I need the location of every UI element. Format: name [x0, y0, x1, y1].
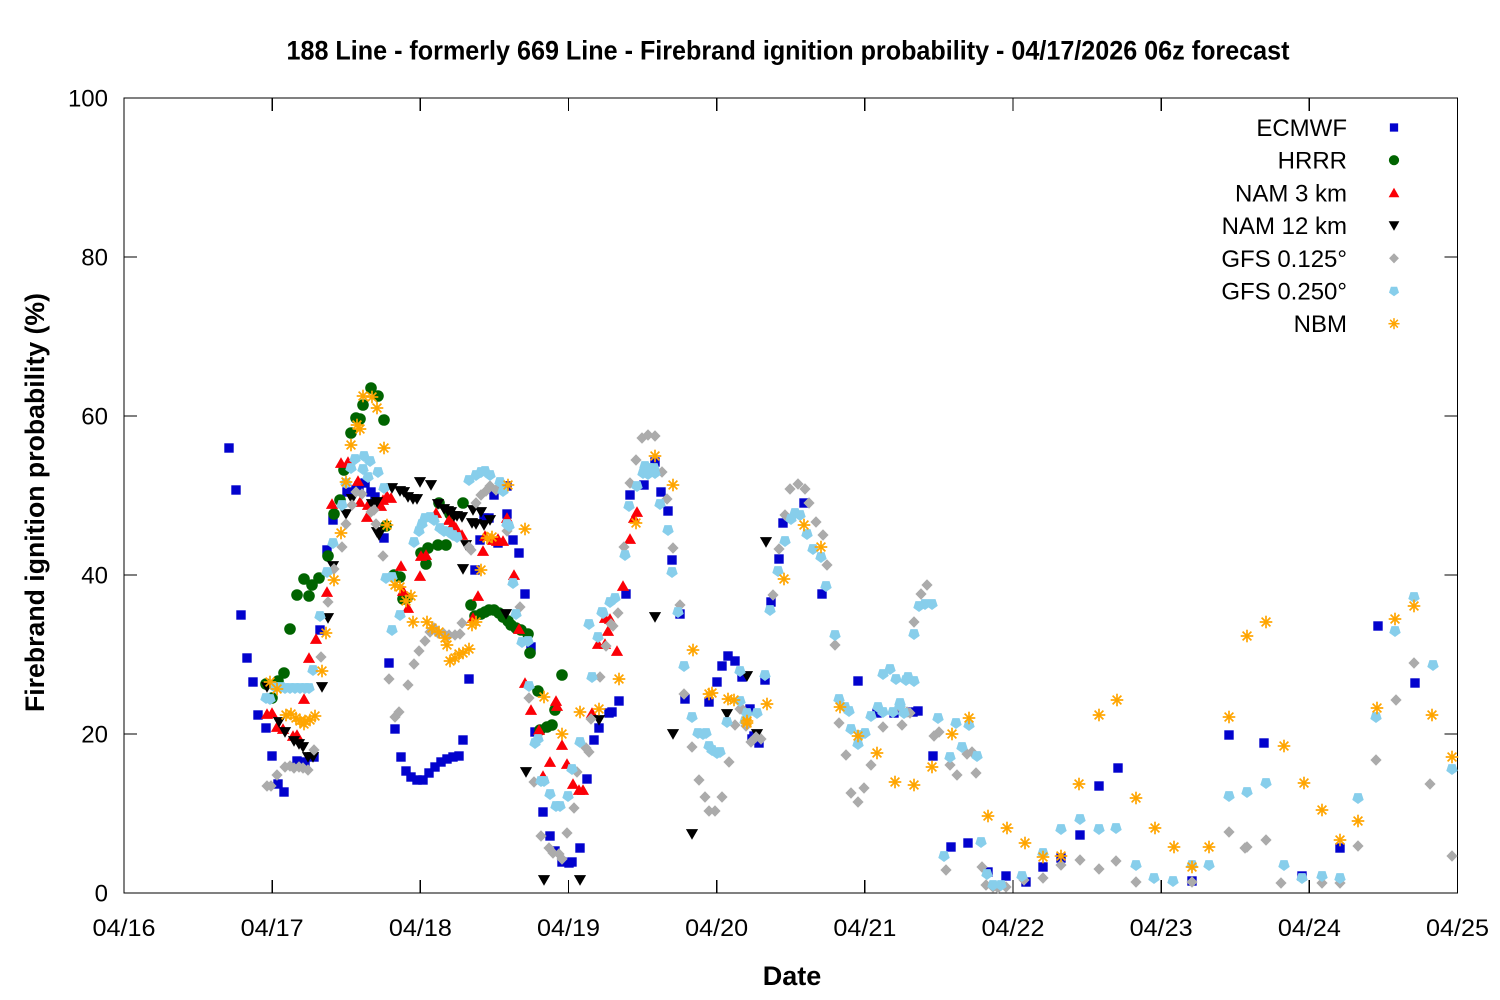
svg-text:04/20: 04/20	[685, 915, 748, 942]
svg-text:188 Line - formerly 669 Line -: 188 Line - formerly 669 Line - Firebrand…	[287, 36, 1290, 66]
svg-text:NAM 12 km: NAM 12 km	[1222, 213, 1347, 240]
svg-text:04/21: 04/21	[833, 915, 896, 942]
svg-text:Firebrand ignition probability: Firebrand ignition probability (%)	[20, 293, 50, 712]
svg-text:04/25: 04/25	[1426, 915, 1489, 942]
svg-text:04/17: 04/17	[241, 915, 304, 942]
svg-text:80: 80	[81, 245, 108, 272]
svg-text:0: 0	[95, 881, 108, 908]
svg-text:NBM: NBM	[1294, 311, 1347, 338]
svg-text:Date: Date	[763, 961, 822, 991]
svg-text:04/16: 04/16	[93, 915, 156, 942]
svg-text:GFS 0.250°: GFS 0.250°	[1221, 279, 1347, 306]
svg-text:04/23: 04/23	[1130, 915, 1193, 942]
svg-text:NAM 3 km: NAM 3 km	[1235, 180, 1347, 207]
svg-text:04/22: 04/22	[982, 915, 1045, 942]
svg-text:20: 20	[81, 722, 108, 749]
svg-text:GFS 0.125°: GFS 0.125°	[1221, 246, 1347, 273]
svg-text:HRRR: HRRR	[1278, 148, 1347, 175]
svg-text:04/18: 04/18	[389, 915, 452, 942]
svg-text:ECMWF: ECMWF	[1256, 115, 1347, 142]
svg-text:60: 60	[81, 404, 108, 431]
svg-text:04/19: 04/19	[537, 915, 600, 942]
svg-text:04/24: 04/24	[1278, 915, 1341, 942]
svg-text:40: 40	[81, 563, 108, 590]
svg-text:100: 100	[68, 86, 108, 113]
